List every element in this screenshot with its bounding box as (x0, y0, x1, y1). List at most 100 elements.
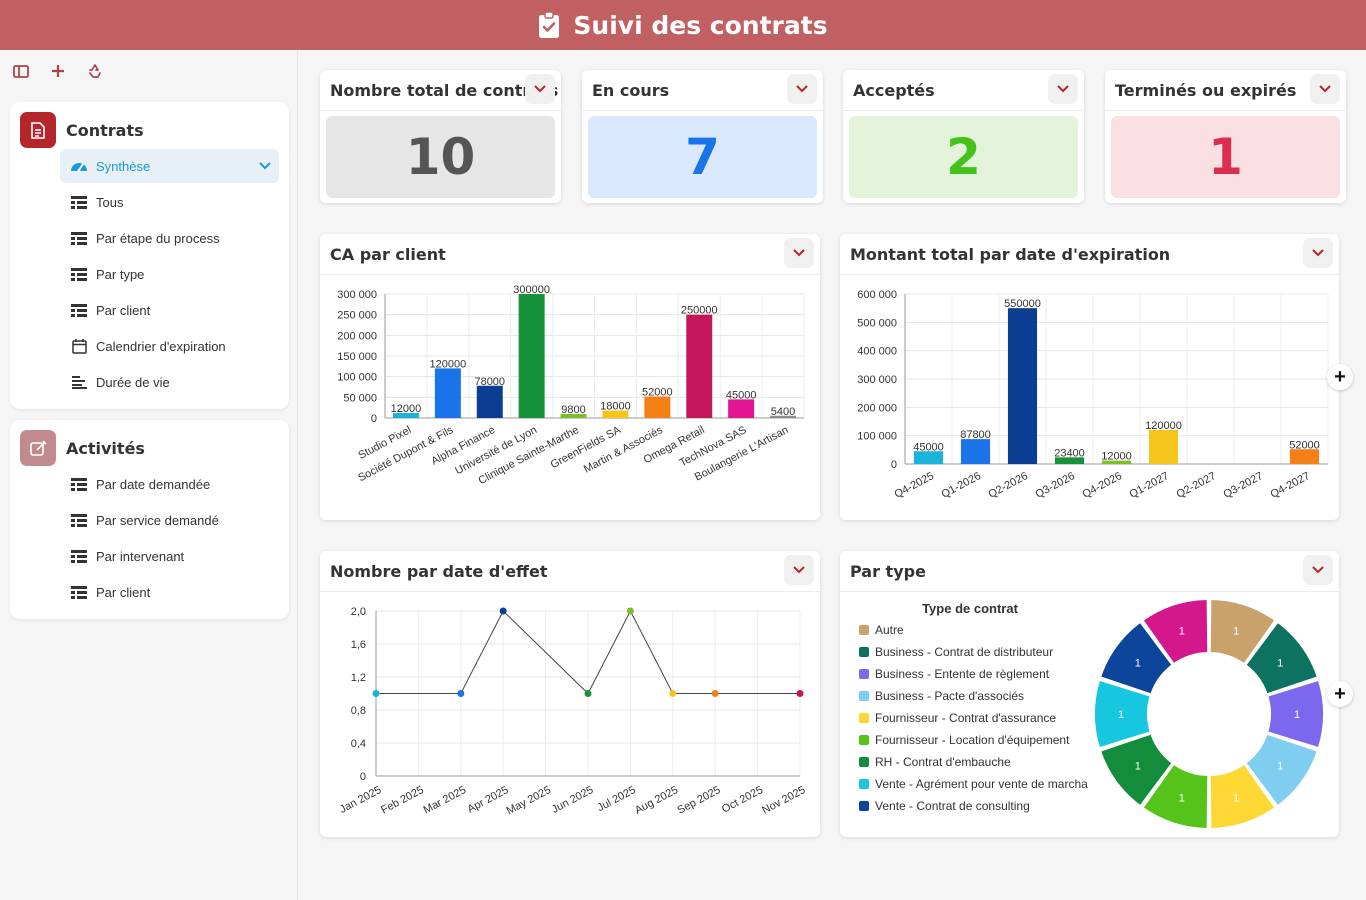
sidebar-item-par-type[interactable]: Par type (60, 257, 279, 291)
x-tick-label: May 2025 (505, 784, 553, 817)
sidebar-item-par-etape-du-process[interactable]: Par étape du process (60, 221, 279, 255)
data-label: 78000 (474, 376, 505, 388)
legend-swatch (859, 691, 869, 701)
sidebar-item-synthese[interactable]: Synthèse (60, 149, 279, 183)
chevron-down-icon[interactable] (1310, 74, 1340, 104)
data-point (796, 690, 804, 697)
chevron-down-icon[interactable] (784, 555, 814, 585)
add-widget-button[interactable]: + (1327, 364, 1353, 390)
y-tick-label: 250 000 (337, 310, 377, 322)
nombre-effet-card: Nombre par date d'effet 2,0 1,6 1,2 0,8 0,4 0… (320, 551, 820, 837)
contracts-section-header[interactable]: Contrats (20, 112, 144, 148)
chevron-down-icon[interactable] (787, 74, 817, 104)
legend-swatch (859, 625, 869, 635)
chevron-down-icon[interactable] (784, 238, 814, 268)
data-label: 52000 (642, 387, 673, 399)
chevron-down-icon[interactable] (1048, 74, 1078, 104)
bar (1289, 449, 1320, 464)
sidebar-item-par-client[interactable]: Par client (60, 575, 279, 609)
chevron-down-icon[interactable] (259, 158, 271, 173)
data-label: 12000 (391, 403, 422, 415)
par-type-title: Par type (850, 561, 926, 581)
toggle-panel-icon[interactable] (10, 62, 32, 80)
y-tick-label: 150 000 (337, 351, 377, 363)
gantt-icon (70, 375, 88, 389)
kpi-value: 10 (326, 116, 555, 198)
slice-label: 1 (1233, 793, 1239, 805)
sidebar-item-par-client[interactable]: Par client (60, 293, 279, 327)
document-icon (20, 112, 56, 148)
data-point (584, 690, 592, 697)
sidebar-item-par-service-demande[interactable]: Par service demandé (60, 503, 279, 537)
legend-swatch (859, 801, 869, 811)
sidebar-item-calendrier-d-expiration[interactable]: Calendrier d'expiration (60, 329, 279, 363)
bar (1148, 430, 1179, 464)
donut-slice (1244, 620, 1320, 696)
donut-slice (1093, 678, 1153, 750)
y-tick-label: 0 (891, 459, 897, 471)
kpi-value: 7 (588, 116, 817, 198)
par-type-chart: Type de contrat Autre Business - Contrat d… (859, 597, 1325, 831)
contracts-nav-card: Contrats Synthèse Tous Par étape du proces… (10, 102, 289, 409)
data-label: 120000 (1145, 420, 1182, 432)
x-tick-label: Q4-2027 (1268, 470, 1311, 501)
y-tick-label: 0,8 (351, 705, 366, 717)
x-tick-label: Oct 2025 (720, 784, 765, 816)
table-icon (70, 303, 88, 317)
ca-client-chart: 300 000 250 000 200 000 150 000 100 000 50 00… (337, 284, 805, 487)
data-point (457, 690, 465, 697)
sidebar-item-label: Tous (96, 194, 124, 210)
add-widget-button[interactable]: + (1327, 681, 1353, 707)
donut-slice (1141, 597, 1210, 666)
bar (1101, 460, 1132, 464)
chevron-down-icon[interactable] (525, 74, 555, 104)
x-tick-label: Q3-2027 (1221, 470, 1264, 501)
sidebar-item-label: Par date demandée (96, 476, 211, 492)
table-icon (70, 267, 88, 281)
calendar-icon (70, 338, 88, 354)
slice-label: 1 (1135, 761, 1141, 773)
x-tick-label: Q4-2026 (1080, 470, 1123, 501)
data-label: 12000 (1101, 451, 1132, 463)
kpi-card: Terminés ou expirés 1 (1105, 70, 1346, 203)
sidebar-item-label: Durée de vie (96, 374, 170, 390)
bar (434, 368, 461, 418)
table-icon (70, 585, 88, 599)
sidebar-item-par-date-demandee[interactable]: Par date demandée (60, 467, 279, 501)
data-label: 18000 (600, 401, 631, 413)
sidebar-item-par-intervenant[interactable]: Par intervenant (60, 539, 279, 573)
legend-label: Fournisseur - Contrat d'assurance (875, 711, 1056, 725)
activities-section-header[interactable]: Activités (20, 430, 145, 466)
y-tick-label: 400 000 (857, 346, 897, 358)
legend-label: Vente - Agrément pour vente de marcha (875, 777, 1088, 791)
table-icon (70, 513, 88, 527)
data-point (711, 690, 719, 697)
recycle-icon[interactable] (84, 62, 106, 80)
bar (602, 410, 629, 418)
table-icon (70, 549, 88, 563)
bar (518, 294, 545, 418)
y-tick-label: 100 000 (337, 372, 377, 384)
nombre-effet-title: Nombre par date d'effet (330, 561, 548, 581)
add-icon[interactable] (47, 62, 69, 80)
legend-label: Business - Contrat de distributeur (875, 645, 1053, 659)
chevron-down-icon[interactable] (1303, 555, 1333, 585)
y-tick-label: 200 000 (337, 330, 377, 342)
app-title: Suivi des contrats (573, 10, 828, 40)
x-tick-label: Nov 2025 (760, 784, 807, 817)
sidebar-item-duree-de-vie[interactable]: Durée de vie (60, 365, 279, 399)
data-label: 5400 (771, 406, 795, 418)
chevron-down-icon[interactable] (1303, 238, 1333, 268)
bar (960, 439, 991, 464)
y-tick-label: 0 (360, 771, 366, 783)
slice-label: 1 (1118, 709, 1124, 721)
y-tick-label: 500 000 (857, 317, 897, 329)
bar (1007, 308, 1038, 464)
kpi-title: En cours (592, 80, 670, 100)
sidebar-item-tous[interactable]: Tous (60, 185, 279, 219)
data-label: 550000 (1004, 298, 1041, 310)
data-label: 45000 (726, 389, 757, 401)
montant-expiration-title: Montant total par date d'expiration (850, 244, 1171, 264)
y-tick-label: 100 000 (857, 431, 897, 443)
bar (560, 413, 587, 418)
